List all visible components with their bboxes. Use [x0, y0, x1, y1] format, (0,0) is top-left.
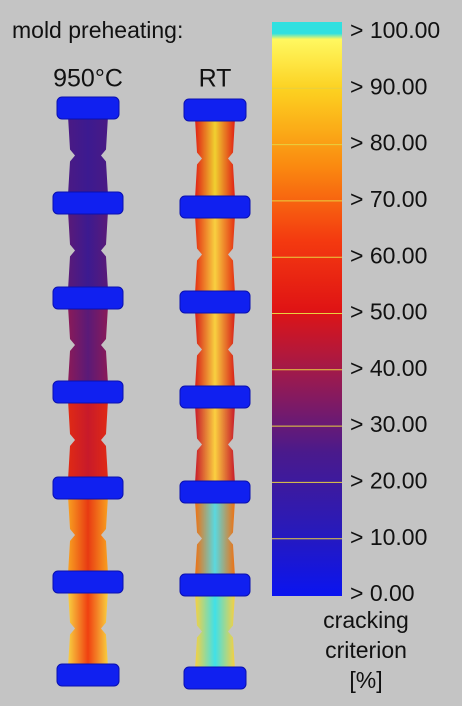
disc: [179, 195, 251, 219]
disc: [179, 573, 251, 597]
specimen-body: [68, 400, 108, 480]
specimen-body: [68, 116, 108, 195]
disc: [179, 290, 251, 314]
legend-tick-label: > 50.00: [350, 299, 427, 325]
disc: [52, 191, 124, 215]
legend-tick-label: > 60.00: [350, 242, 427, 268]
legend-tick-label: > 20.00: [350, 467, 427, 493]
specimens: [52, 96, 251, 690]
disc: [52, 570, 124, 594]
disc: [56, 663, 120, 687]
legend-tick-label: > 70.00: [350, 186, 427, 212]
disc: [179, 385, 251, 409]
legend-label: criterion: [325, 637, 407, 663]
legend-label: [%]: [349, 667, 382, 693]
legend-tick-label: > 0.00: [350, 580, 415, 606]
specimen-body: [195, 593, 235, 670]
legend: > 100.00 > 90.00 > 80.00 > 70.00 > 60.00 > 50…: [272, 17, 440, 693]
disc: [183, 98, 247, 122]
specimen-body: [68, 590, 108, 667]
color-bar: [272, 22, 342, 596]
legend-tick-label: > 90.00: [350, 73, 427, 99]
specimen-body: [195, 500, 235, 577]
specimen-body: [195, 310, 235, 389]
legend-tick-label: > 100.00: [350, 17, 440, 43]
disc: [183, 666, 247, 690]
specimen-body: [195, 118, 235, 199]
title: mold preheating:: [12, 17, 183, 43]
specimen-body: [195, 405, 235, 484]
disc: [179, 480, 251, 504]
legend-tick-label: > 40.00: [350, 355, 427, 381]
specimen-body: [195, 215, 235, 294]
disc: [52, 476, 124, 500]
column-label: 950°C: [53, 65, 123, 93]
disc: [56, 96, 120, 120]
column-label: RT: [199, 65, 232, 93]
legend-tick-label: > 10.00: [350, 524, 427, 550]
legend-label: cracking: [323, 607, 409, 633]
specimen-body: [68, 306, 108, 384]
legend-tick-label: > 80.00: [350, 130, 427, 156]
legend-tick-label: > 30.00: [350, 411, 427, 437]
specimen-body: [68, 211, 108, 290]
specimen-body: [68, 496, 108, 574]
disc: [52, 286, 124, 310]
disc: [52, 380, 124, 404]
